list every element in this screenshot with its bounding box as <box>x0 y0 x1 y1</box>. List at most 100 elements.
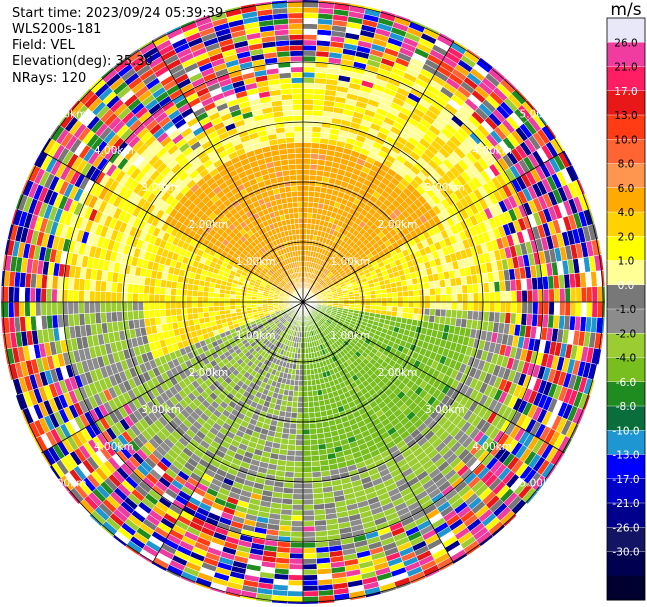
range-gate <box>366 596 384 604</box>
range-gate <box>522 509 539 526</box>
range-gate <box>302 401 309 408</box>
range-gate <box>434 287 442 296</box>
range-gate <box>289 542 304 549</box>
range-gate <box>429 287 436 296</box>
range-gate <box>313 406 321 413</box>
range-gate <box>397 6 415 18</box>
range-gate <box>571 442 586 461</box>
range-gate <box>375 293 382 299</box>
range-gate <box>559 288 566 303</box>
range-gate <box>482 311 490 322</box>
range-gate <box>526 74 543 91</box>
range-gate <box>288 568 304 576</box>
range-gate <box>596 301 604 318</box>
range-gate <box>310 444 319 451</box>
range-gate <box>418 295 426 303</box>
range-gate <box>302 374 308 381</box>
range-gate <box>424 295 431 303</box>
range-gate <box>295 428 304 435</box>
range-gate <box>312 110 324 117</box>
range-gate <box>302 423 310 430</box>
range-gate <box>314 185 322 193</box>
range-gate <box>302 412 310 419</box>
range-gate <box>284 471 295 478</box>
range-gate <box>460 566 479 581</box>
range-gate <box>548 301 555 316</box>
range-gate <box>309 158 319 166</box>
range-gate <box>302 455 312 462</box>
range-gate <box>587 190 599 208</box>
range-gate <box>467 292 474 303</box>
range-gate <box>458 562 476 577</box>
range-gate <box>312 395 319 402</box>
range-gate <box>302 77 316 84</box>
range-gate <box>302 595 319 603</box>
range-gate <box>429 294 436 303</box>
range-gate <box>488 281 495 293</box>
range-gate <box>522 78 539 95</box>
range-gate <box>472 283 479 294</box>
range-gate <box>485 45 503 61</box>
range-gate <box>443 570 462 585</box>
range-gate <box>397 586 415 598</box>
range-gate <box>548 487 564 505</box>
range-gate <box>302 174 310 181</box>
range-gate <box>302 482 314 489</box>
range-gate <box>309 433 318 441</box>
range-gate <box>309 422 317 430</box>
range-gate <box>308 180 317 187</box>
range-gate <box>533 497 550 514</box>
range-gate <box>87 536 105 553</box>
range-gate <box>313 400 320 408</box>
range-gate <box>302 12 319 19</box>
range-gate <box>461 310 469 320</box>
range-gate <box>293 466 304 473</box>
range-gate <box>302 515 315 522</box>
range-gate <box>510 290 517 303</box>
range-gate <box>494 291 501 303</box>
range-gate <box>586 286 593 303</box>
range-gate <box>489 291 496 303</box>
range-gate <box>302 147 312 154</box>
range-gate <box>580 301 588 318</box>
range-gate <box>461 284 469 294</box>
range-gate <box>471 36 490 51</box>
range-gate <box>445 293 453 303</box>
range-gate <box>302 450 312 457</box>
range-gate <box>302 504 315 511</box>
range-gate <box>282 492 294 500</box>
range-gate <box>386 301 393 307</box>
range-gate <box>302 115 314 122</box>
range-gate <box>24 459 39 478</box>
range-gate <box>302 228 308 235</box>
range-gate <box>220 601 239 604</box>
range-gate <box>483 301 490 313</box>
range-gate <box>584 430 598 449</box>
range-gate <box>298 385 304 392</box>
range-gate <box>392 296 399 303</box>
range-gate <box>292 390 299 397</box>
range-gate <box>13 428 27 446</box>
range-gate <box>56 497 73 514</box>
range-gate <box>412 313 420 321</box>
range-gate <box>466 310 474 321</box>
range-gate <box>407 290 415 297</box>
range-gate <box>287 579 304 587</box>
range-gate <box>20 442 35 461</box>
range-gate <box>307 196 315 203</box>
range-gate <box>462 293 469 303</box>
range-gate <box>467 301 474 312</box>
range-gate <box>302 50 317 57</box>
range-gate <box>296 412 304 419</box>
range-gate <box>445 309 452 318</box>
range-gate <box>576 140 590 159</box>
range-gate <box>370 301 377 307</box>
range-gate <box>302 223 308 230</box>
range-gate <box>558 112 574 131</box>
range-gate <box>290 520 304 527</box>
range-gate <box>501 51 519 68</box>
range-gate <box>488 41 506 57</box>
range-gate <box>354 298 361 303</box>
range-gate <box>312 481 323 489</box>
range-gate <box>306 363 311 370</box>
